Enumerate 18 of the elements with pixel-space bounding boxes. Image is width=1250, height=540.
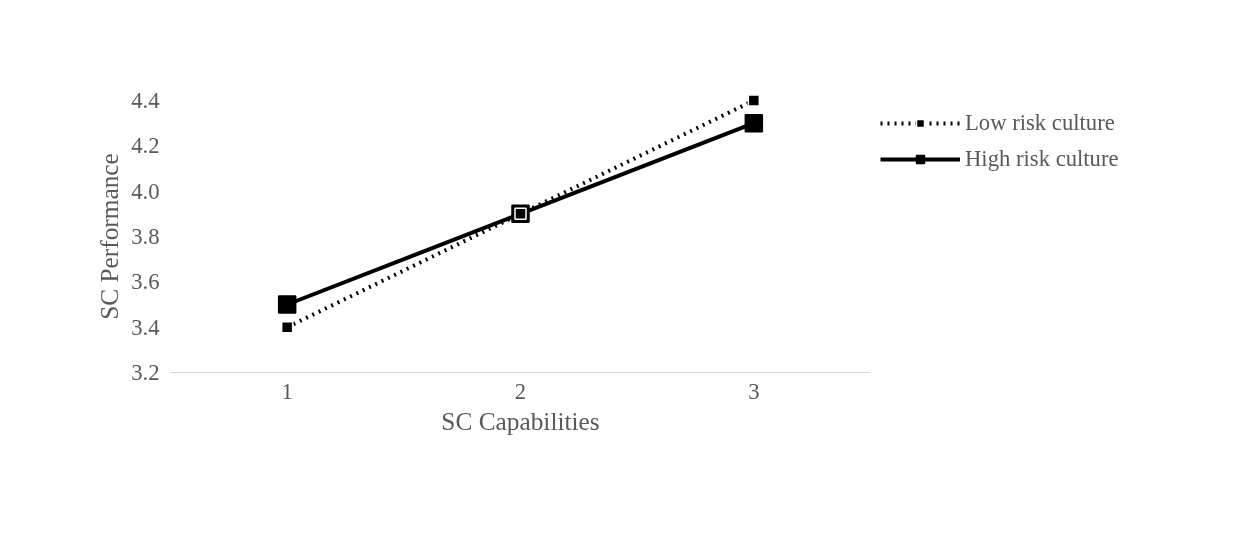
y-tick-label: 3.6 (131, 269, 160, 295)
y-tick-label: 3.8 (131, 224, 160, 249)
legend-label: Low risk culture (965, 110, 1115, 136)
y-tick-label: 4.0 (131, 178, 160, 204)
point (747, 94, 761, 107)
point (744, 113, 764, 133)
point (277, 295, 297, 314)
y-tick-label: 3.4 (131, 314, 160, 340)
y-tick-label: 4.2 (131, 133, 160, 159)
y-tick-label: 3.2 (131, 360, 160, 385)
y-axis-title: SC Performance (95, 153, 124, 320)
x-tick-label: 3 (748, 378, 760, 404)
x-tick-label: 2 (514, 378, 527, 404)
point (280, 320, 294, 334)
legend-label: High risk culture (965, 146, 1119, 172)
x-axis-title: SC Capabilities (441, 406, 600, 435)
x-tick-label: 1 (281, 378, 293, 404)
y-tick-label: 4.4 (131, 88, 160, 113)
